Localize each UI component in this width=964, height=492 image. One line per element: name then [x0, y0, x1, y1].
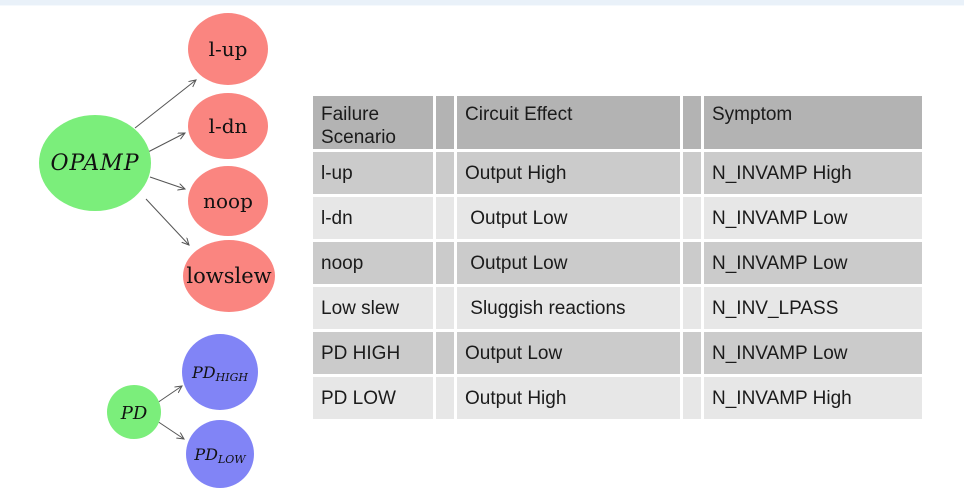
table-cell-spacer — [683, 242, 701, 284]
table-header-spacer-1 — [436, 96, 454, 149]
table-cell-spacer — [436, 377, 454, 419]
lup-node-label: l-up — [209, 37, 248, 61]
table-cell-symptom: N_INVAMP Low — [704, 242, 922, 284]
table-cell-spacer — [683, 332, 701, 374]
table-cell-spacer — [436, 152, 454, 194]
table-cell-effect: Output Low — [457, 242, 680, 284]
table-cell-symptom: N_INVAMP High — [704, 152, 922, 194]
table-cell-effect: Output Low — [457, 332, 680, 374]
lowslew-node-ellipse — [183, 240, 275, 312]
arrow-opamp-lowslew — [145, 198, 189, 245]
pdhigh-node-circle — [182, 334, 258, 410]
pd-node-label: PD — [120, 403, 148, 424]
table-cell-spacer — [436, 287, 454, 329]
table-cell-spacer — [683, 287, 701, 329]
window-top-edge — [0, 0, 964, 6]
pdhigh-label-base: PD — [191, 363, 216, 382]
pdhigh-node-label: PDHIGH — [191, 363, 248, 384]
pd-node-circle — [107, 385, 161, 439]
noop-node-label: noop — [203, 189, 253, 213]
pdlow-node-circle — [186, 420, 254, 488]
opamp-arrows — [134, 80, 196, 245]
table-cell-scenario: PD HIGH — [313, 332, 433, 374]
noop-node-ellipse — [188, 166, 268, 236]
table-cell-symptom: N_INV_LPASS — [704, 287, 922, 329]
table-cell-spacer — [683, 152, 701, 194]
table-cell-scenario: l-dn — [313, 197, 433, 239]
arrow-opamp-ldn — [147, 133, 185, 153]
table-header-symptom: Symptom — [704, 96, 922, 149]
table-cell-scenario: l-up — [313, 152, 433, 194]
table-cell-effect: Sluggish reactions — [457, 287, 680, 329]
table-cell-symptom: N_INVAMP Low — [704, 332, 922, 374]
table-cell-effect: Output High — [457, 377, 680, 419]
ldn-node-ellipse — [188, 93, 268, 159]
pdhigh-label-subscript: HIGH — [215, 371, 249, 384]
pdlow-label-subscript: LOW — [217, 453, 247, 466]
table-cell-scenario: Low slew — [313, 287, 433, 329]
arrow-pd-high — [156, 386, 182, 404]
table-header-failure-scenario: Failure Scenario — [313, 96, 433, 149]
pdlow-label-base: PD — [193, 445, 218, 464]
lup-node-ellipse — [188, 13, 268, 85]
pdlow-node-label: PDLOW — [193, 445, 247, 466]
table-cell-spacer — [683, 197, 701, 239]
table-header-spacer-2 — [683, 96, 701, 149]
table-cell-scenario: PD LOW — [313, 377, 433, 419]
lowslew-node-label: lowslew — [186, 264, 271, 288]
table-cell-effect: Output High — [457, 152, 680, 194]
opamp-node-label: OPAMP — [50, 151, 139, 176]
arrow-opamp-noop — [149, 176, 185, 189]
table-cell-symptom: N_INVAMP Low — [704, 197, 922, 239]
opamp-node-ellipse — [39, 115, 151, 211]
table-cell-effect: Output Low — [457, 197, 680, 239]
fault-tree-diagram: OPAMP l-up l-dn noop lowslew PD PDHIGH P… — [39, 13, 275, 488]
table-cell-spacer — [436, 332, 454, 374]
table-cell-spacer — [436, 242, 454, 284]
failure-scenario-table: Failure Scenario Circuit Effect Symptom … — [313, 96, 922, 419]
table-header-circuit-effect: Circuit Effect — [457, 96, 680, 149]
ldn-node-label: l-dn — [209, 114, 248, 138]
table-cell-spacer — [436, 197, 454, 239]
arrow-pd-low — [156, 420, 184, 439]
table-cell-scenario: noop — [313, 242, 433, 284]
table-cell-symptom: N_INVAMP High — [704, 377, 922, 419]
arrow-opamp-lup — [134, 80, 196, 129]
pd-arrows — [156, 386, 184, 439]
table-cell-spacer — [683, 377, 701, 419]
